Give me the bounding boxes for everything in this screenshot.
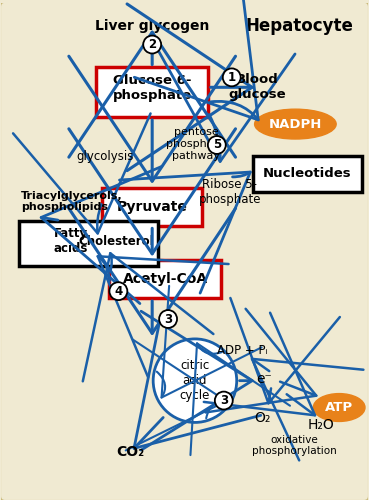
Circle shape [223,68,241,86]
Text: 3: 3 [164,312,172,326]
Text: glycolysis: glycolysis [77,150,134,164]
Text: Hepatocyte: Hepatocyte [245,16,353,34]
Circle shape [159,310,177,328]
Text: Acetyl-CoA: Acetyl-CoA [123,272,208,286]
Text: Blood
glucose: Blood glucose [229,74,286,102]
Text: 5: 5 [213,138,221,151]
Ellipse shape [255,109,336,139]
FancyBboxPatch shape [110,260,221,298]
Text: 3: 3 [220,394,228,407]
Text: 1: 1 [228,71,236,84]
Text: H₂O: H₂O [308,418,335,432]
FancyBboxPatch shape [103,188,202,226]
Text: ADP + Pᵢ: ADP + Pᵢ [217,344,268,358]
Text: Pyruvate: Pyruvate [117,200,187,213]
Circle shape [110,282,127,300]
Text: 4: 4 [114,284,123,298]
Text: Triacylglycerols,
phospholipids: Triacylglycerols, phospholipids [21,191,123,212]
Text: citric
acid
cycle: citric acid cycle [180,359,210,402]
Text: Nucleotides: Nucleotides [263,168,352,180]
Text: 2: 2 [148,38,156,51]
Ellipse shape [313,394,365,421]
Text: ATP: ATP [325,401,353,414]
Text: e⁻: e⁻ [256,372,272,386]
Circle shape [215,392,233,409]
Circle shape [143,36,161,54]
Text: oxidative
phosphorylation: oxidative phosphorylation [252,434,337,456]
Text: NADPH: NADPH [269,118,322,130]
Text: Glucose 6-
phosphate: Glucose 6- phosphate [113,74,192,102]
FancyBboxPatch shape [96,68,208,117]
Text: pentose
phosphate
pathway: pentose phosphate pathway [166,128,225,160]
Text: Liver glycogen: Liver glycogen [95,18,209,32]
Text: Cholesterol: Cholesterol [79,235,154,248]
Text: CO₂: CO₂ [116,446,144,460]
Text: O₂: O₂ [254,412,271,426]
Circle shape [153,339,237,422]
FancyBboxPatch shape [19,220,158,266]
Text: Fatty
acids: Fatty acids [54,228,88,256]
Circle shape [208,136,226,154]
FancyBboxPatch shape [253,156,362,192]
Text: Ribose 5-
phosphate: Ribose 5- phosphate [199,178,261,206]
